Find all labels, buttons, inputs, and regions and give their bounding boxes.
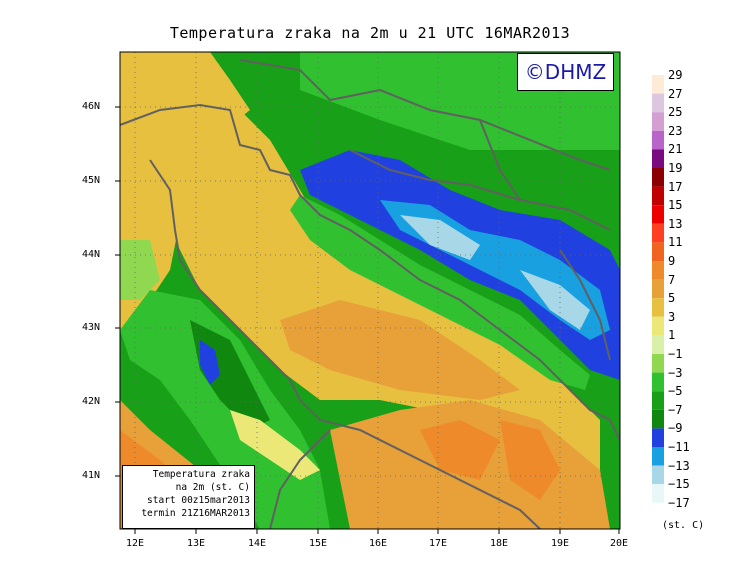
legend-swatch: [652, 335, 664, 354]
axis-ticks: [115, 106, 620, 534]
map-frame: [119, 51, 621, 530]
lat-label-41n: 41N: [82, 470, 101, 481]
legend-swatch: [652, 130, 664, 150]
legend-label: 5: [668, 291, 676, 306]
dinaric-light-2: [520, 270, 590, 330]
legend-label: −13: [668, 458, 690, 473]
legend-label: −17: [668, 495, 690, 510]
legend-label: 13: [668, 216, 683, 231]
legend-colorbar: [652, 75, 664, 522]
lon-label-19e: 19E: [550, 538, 570, 549]
legend-swatch: [652, 316, 664, 336]
legend-label: −9: [668, 421, 683, 436]
lon-label-16e: 16E: [368, 538, 388, 549]
info-line-1: Temperatura zraka: [152, 469, 250, 480]
apennine-blue: [200, 340, 220, 385]
legend-swatch: [652, 372, 664, 392]
lon-label-17e: 17E: [428, 538, 448, 549]
apennine-green: [120, 290, 330, 529]
legend-label: −15: [668, 477, 690, 492]
dinaric-light-1: [400, 215, 480, 260]
legend-label: −7: [668, 402, 683, 417]
legend-label: 27: [668, 86, 683, 101]
lon-label-12e: 12E: [125, 538, 145, 549]
legend-swatch: [652, 502, 664, 522]
south-sea-warmer: [420, 420, 500, 480]
graticule: [120, 52, 620, 529]
lat-label-44n: 44N: [82, 249, 101, 260]
legend-swatch: [652, 447, 664, 466]
lat-label-46n: 46N: [82, 101, 101, 112]
legend-swatch: [652, 261, 664, 280]
legend-label: 29: [668, 68, 683, 82]
legend-swatch: [652, 168, 664, 187]
legend-swatch: [652, 242, 664, 261]
info-line-4: termin 21Z16MAR2013: [141, 508, 250, 519]
lat-label-42n: 42N: [82, 396, 101, 407]
adriatic-core: [280, 300, 520, 400]
legend-label: −5: [668, 384, 683, 399]
lat-label-45n: 45N: [82, 175, 101, 186]
legend-swatch: [652, 354, 664, 373]
temperature-field: [120, 52, 620, 529]
legend-label: 9: [668, 254, 676, 268]
lon-label-13e: 13E: [186, 538, 206, 549]
legend-swatch: [652, 465, 664, 485]
legend-label: −1: [668, 347, 683, 361]
info-box: Temperatura zraka na 2m (st. C) start 00…: [122, 465, 255, 529]
legend-label: 7: [668, 272, 676, 287]
legend-swatch: [652, 279, 664, 299]
legend-swatch: [652, 205, 664, 224]
dhmz-logo: ©DHMZ: [517, 53, 614, 91]
legend-label: −11: [668, 440, 690, 454]
legend-swatch: [652, 428, 664, 447]
lon-label-14e: 14E: [247, 538, 267, 549]
lon-label-20e: 20E: [609, 538, 629, 549]
lon-label-18e: 18E: [489, 538, 509, 549]
legend-swatch: [652, 93, 664, 113]
legend-swatch: [652, 484, 664, 503]
lat-label-43n: 43N: [82, 322, 101, 333]
legend-swatch: [652, 186, 664, 206]
legend-label: 3: [668, 309, 676, 324]
legend-label: 25: [668, 105, 683, 120]
legend-swatch: [652, 149, 664, 168]
lon-label-15e: 15E: [308, 538, 328, 549]
coastlines: [120, 59, 620, 529]
legend-label: 17: [668, 179, 683, 194]
info-line-2: na 2m (st. C): [175, 482, 250, 493]
legend-swatch: [652, 223, 664, 243]
legend-label: 1: [668, 328, 676, 343]
legend-label: 15: [668, 198, 683, 213]
legend-swatch: [652, 391, 664, 410]
legend-units: (st. C): [662, 520, 705, 531]
legend-label: 23: [668, 123, 683, 138]
legend-label: 19: [668, 161, 683, 175]
legend-swatch: [652, 409, 664, 429]
legend-swatch: [652, 112, 664, 131]
legend-label: 11: [668, 235, 683, 250]
info-line-3: start 00z15mar2013: [147, 495, 250, 506]
legend-swatch: [652, 75, 664, 94]
legend-label: −3: [668, 365, 683, 380]
south-sea-warmer-2: [500, 420, 560, 500]
map-title: Temperatura zraka na 2m u 21 UTC 16MAR20…: [169, 24, 571, 42]
dinaric-blue: [300, 150, 620, 380]
legend-label: 21: [668, 142, 683, 157]
legend-swatch: [652, 298, 664, 317]
